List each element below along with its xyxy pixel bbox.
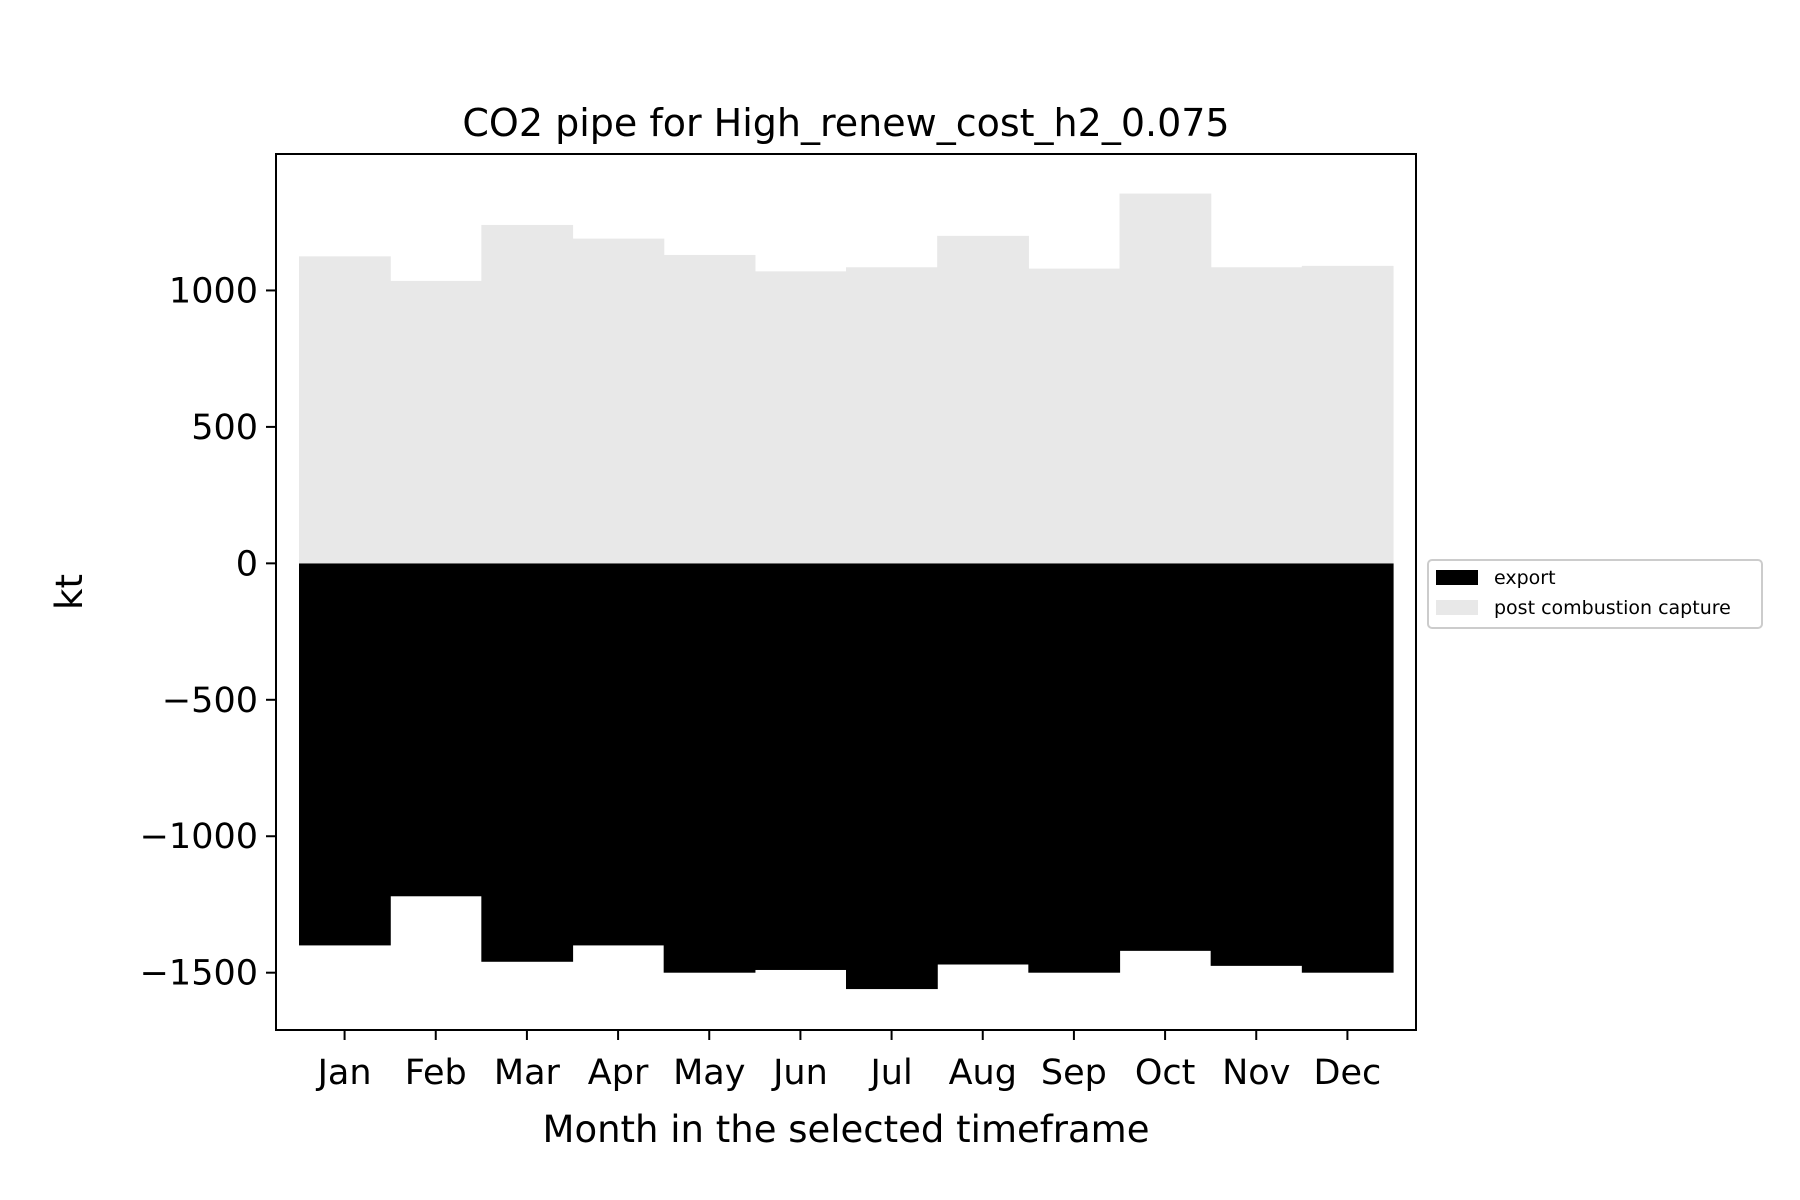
y-tick-label: −1500 <box>140 954 258 994</box>
bar-export-feb <box>390 563 482 897</box>
bar-export-jul <box>846 563 938 990</box>
x-tick-label-jul: Jul <box>868 1053 912 1093</box>
plot-frame <box>275 153 1417 1031</box>
bar-export-sep <box>1028 563 1121 973</box>
bar-export-dec <box>1301 563 1394 973</box>
y-tick-label: 500 <box>191 408 258 448</box>
bar-export-nov <box>1210 563 1303 966</box>
bar-post-combustion-capture-mar <box>481 224 574 564</box>
bar-post-combustion-capture-apr <box>572 238 665 564</box>
x-axis-label: Month in the selected timeframe <box>543 1108 1150 1151</box>
bar-export-jan <box>299 563 391 946</box>
bar-post-combustion-capture-nov <box>1210 267 1303 564</box>
chart-title: CO2 pipe for High_renew_cost_h2_0.075 <box>462 101 1229 145</box>
x-tick-label-mar: Mar <box>494 1053 561 1093</box>
x-tick-label-nov: Nov <box>1222 1053 1290 1093</box>
legend-label-post-combustion-capture: post combustion capture <box>1494 597 1731 619</box>
legend-box <box>1427 559 1763 629</box>
x-tick-label-feb: Feb <box>405 1053 467 1093</box>
y-axis: −1500 −1000 −500 0 500 1000 <box>140 271 276 994</box>
legend-swatch-export <box>1436 570 1478 585</box>
y-axis-label: kt <box>48 574 91 610</box>
legend-label-export: export <box>1494 567 1556 589</box>
bar-post-combustion-capture-jul <box>846 267 938 564</box>
bar-export-apr <box>572 563 665 946</box>
y-tick-label: −500 <box>162 681 258 721</box>
bar-post-combustion-capture-dec <box>1301 265 1394 564</box>
x-tick-label-dec: Dec <box>1314 1053 1382 1093</box>
x-tick-label-may: May <box>673 1053 745 1093</box>
y-tick-label: −1000 <box>140 817 258 857</box>
bar-export-aug <box>937 563 1029 965</box>
x-tick-label-oct: Oct <box>1135 1053 1196 1093</box>
y-tick-label: 0 <box>236 544 258 584</box>
bars-group <box>299 193 1394 990</box>
x-axis: Jan Feb Mar Apr May Jun Jul Aug Sep Oct Nov Dec <box>316 1030 1382 1093</box>
bar-post-combustion-capture-aug <box>937 235 1029 564</box>
bar-post-combustion-capture-oct <box>1119 193 1212 564</box>
x-tick-label-jun: Jun <box>771 1053 828 1093</box>
x-tick-label-jan: Jan <box>316 1053 372 1093</box>
bar-export-jun <box>754 563 847 970</box>
legend: export post combustion capture <box>1427 559 1763 629</box>
bar-post-combustion-capture-jun <box>754 271 847 564</box>
bar-export-may <box>663 563 756 973</box>
bar-post-combustion-capture-sep <box>1028 268 1121 564</box>
x-tick-label-sep: Sep <box>1041 1053 1107 1093</box>
bar-export-mar <box>481 563 574 962</box>
x-tick-label-aug: Aug <box>949 1053 1017 1093</box>
bar-post-combustion-capture-may <box>663 254 756 564</box>
x-tick-label-apr: Apr <box>588 1053 649 1093</box>
bar-post-combustion-capture-feb <box>390 280 482 564</box>
legend-swatch-post-combustion-capture <box>1436 600 1478 615</box>
bar-export-oct <box>1119 563 1212 951</box>
bar-post-combustion-capture-jan <box>299 256 391 564</box>
y-tick-label: 1000 <box>169 271 258 311</box>
